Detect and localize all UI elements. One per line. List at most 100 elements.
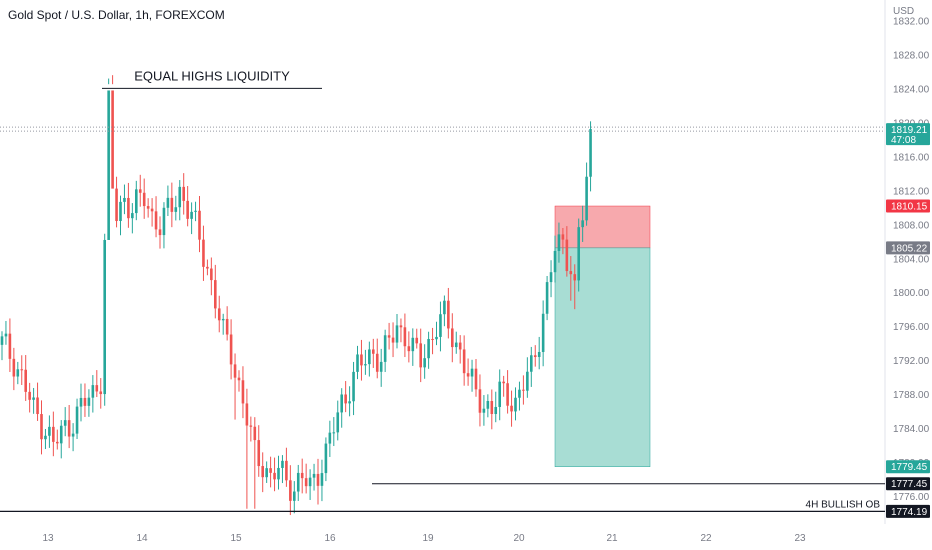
candle-body: [324, 443, 328, 474]
candle-body: [281, 460, 284, 468]
candle-body: [348, 401, 351, 404]
price-tag-value: 1810.15: [891, 202, 928, 213]
candle-body: [360, 354, 363, 366]
price-tag-value: 1805.22: [891, 243, 928, 254]
y-tick-label: 1828.00: [893, 50, 930, 61]
candle-body: [557, 234, 561, 251]
candle-body: [20, 369, 24, 371]
candle-body: [411, 337, 415, 352]
candle-body: [150, 208, 154, 212]
equal-highs-label: EQUAL HIGHS LIQUIDITY: [134, 68, 290, 83]
candle-body: [300, 472, 304, 479]
candle-body: [474, 368, 478, 390]
candle-body: [332, 432, 336, 434]
candle-body: [194, 210, 197, 212]
candle-body: [273, 472, 276, 480]
bullish-ob-label: 4H BULLISH OB: [806, 499, 881, 510]
candle-body: [589, 129, 592, 177]
price-tag: 1810.15: [886, 199, 930, 213]
candle-body: [498, 381, 501, 407]
y-tick-label: 1784.00: [893, 424, 930, 435]
candle-body: [229, 334, 233, 365]
x-tick-label: 16: [324, 533, 336, 544]
candle-body: [87, 397, 91, 406]
candle-body: [364, 364, 367, 366]
candle-body: [119, 201, 122, 222]
candle-body: [407, 346, 411, 352]
candle-body: [526, 371, 529, 391]
candle-body: [111, 90, 114, 189]
candle-body: [107, 90, 110, 240]
candle-body: [502, 381, 505, 384]
candle-body: [44, 435, 47, 440]
candle-body: [131, 213, 134, 219]
take-profit-zone[interactable]: [554, 247, 651, 467]
x-tick-label: 15: [230, 533, 242, 544]
candle-body: [67, 420, 71, 437]
candle-body: [304, 478, 308, 487]
candle-body: [383, 335, 387, 362]
candle-body: [91, 385, 95, 398]
candle-body: [447, 300, 450, 329]
price-tag-value: 1819.21: [891, 125, 928, 136]
candle-body: [127, 197, 130, 219]
candle-body: [210, 268, 213, 281]
candle-body: [537, 351, 541, 358]
y-tick-label: 1808.00: [893, 220, 930, 231]
countdown-text: 47:08: [891, 135, 916, 146]
candle-body: [186, 200, 189, 219]
candle-body: [431, 338, 434, 340]
candle-body: [206, 266, 209, 269]
candle-body: [379, 361, 383, 372]
candle-body: [198, 210, 201, 240]
candle-body: [16, 369, 20, 377]
position-tool[interactable]: [554, 205, 651, 467]
candle-body: [340, 394, 343, 413]
candle-body: [549, 272, 553, 283]
time-axis[interactable]: 13 14 15 16 19 20 21 22 23: [42, 533, 806, 544]
x-tick-label: 14: [136, 533, 148, 544]
candle-body: [439, 314, 442, 337]
candle-body: [553, 250, 557, 273]
candle-body: [395, 325, 399, 343]
price-axis[interactable]: 1776.001780.001784.001788.001792.001796.…: [893, 16, 930, 503]
candle-body: [269, 468, 272, 473]
candle-body: [12, 358, 16, 377]
candle-body: [312, 473, 316, 478]
candle-body: [423, 358, 426, 368]
x-tick-label: 22: [700, 533, 712, 544]
candle-body: [530, 355, 533, 372]
candle-body: [103, 239, 106, 395]
candle-body: [462, 349, 466, 374]
candle-body: [0, 336, 4, 345]
candle-body: [577, 227, 580, 281]
stop-loss-zone[interactable]: [554, 205, 651, 249]
candle-body: [522, 389, 525, 391]
candle-body: [506, 383, 509, 406]
candle-body: [391, 337, 395, 343]
candle-body: [24, 369, 27, 392]
candle-body: [458, 342, 462, 350]
candle-body: [28, 391, 31, 400]
candle-body: [162, 207, 166, 236]
level-lines: EQUAL HIGHS LIQUIDITY 4H BULLISH OB: [0, 68, 885, 512]
candle-body: [415, 337, 419, 344]
candle-body: [403, 327, 407, 347]
price-tag-value: 1777.45: [891, 479, 928, 490]
candle-body: [478, 389, 482, 413]
candle-body: [79, 397, 83, 407]
candle-body: [427, 338, 430, 359]
candle-body: [261, 466, 264, 478]
candle-body: [253, 426, 257, 441]
candle-body: [494, 406, 498, 415]
candle-body: [158, 229, 162, 236]
candle-body: [435, 336, 438, 340]
candle-body: [277, 467, 280, 480]
candle-body: [387, 335, 391, 338]
price-tag: 1777.45: [886, 477, 930, 491]
y-tick-label: 1804.00: [893, 254, 930, 265]
candle-body: [142, 192, 146, 207]
candle-body: [561, 234, 565, 240]
